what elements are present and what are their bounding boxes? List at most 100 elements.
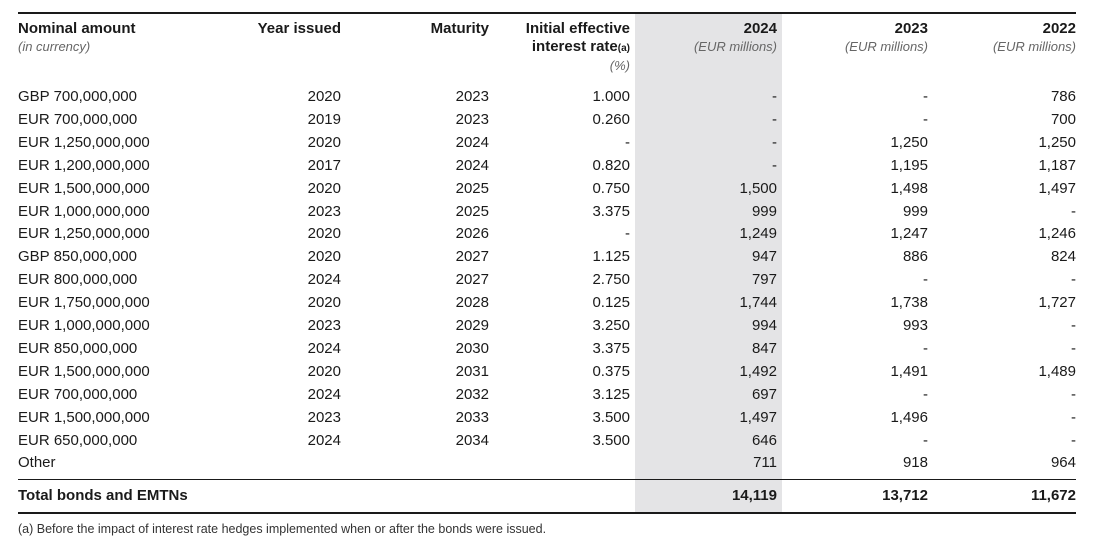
row-15-v2023: - [923, 431, 928, 449]
row-12-rate: 0.375 [592, 362, 630, 380]
row-15-v2024: 646 [751, 431, 777, 449]
row-2-nominal: EUR 1,250,000,000 [18, 133, 150, 151]
header-rate-sub: (%) [609, 58, 630, 73]
row-3-maturity: 2024 [455, 156, 489, 174]
header-2022: 2022 [1042, 20, 1076, 37]
row-1-v2024: - [772, 110, 777, 128]
header-2023-sub: (EUR millions) [844, 39, 928, 54]
row-11-year: 2024 [307, 339, 341, 357]
row-13-maturity: 2032 [455, 385, 489, 403]
total-2023: 13,712 [882, 487, 928, 504]
row-5-v2024: 999 [751, 202, 777, 220]
row-1-v2022: 700 [1050, 110, 1076, 128]
header-2022-sub: (EUR millions) [992, 39, 1076, 54]
row-0-year: 2020 [307, 88, 341, 105]
row-9-rate: 0.125 [592, 294, 630, 312]
row-9-v2023: 1,738 [890, 294, 928, 312]
row-13-v2023: - [923, 385, 928, 403]
row-16-v2024: 711 [753, 454, 777, 472]
row-2-year: 2020 [307, 133, 341, 151]
top-rule [18, 12, 1076, 14]
row-3-rate: 0.820 [592, 156, 630, 174]
row-0-v2022: 786 [1050, 88, 1076, 105]
row-12-v2024: 1,492 [739, 362, 777, 380]
row-10-v2023: 993 [902, 317, 928, 334]
row-9-nominal: EUR 1,750,000,000 [18, 294, 150, 312]
header-2024: 2024 [743, 20, 777, 37]
row-15-year: 2024 [307, 431, 341, 449]
row-14-year: 2023 [307, 408, 341, 426]
row-7-v2022: 824 [1050, 248, 1076, 266]
total-top-rule [18, 479, 1076, 480]
row-0-maturity: 2023 [455, 88, 489, 105]
row-7-v2024: 947 [751, 248, 777, 266]
row-0-v2023: - [923, 88, 928, 105]
total-2024: 14,119 [731, 487, 777, 504]
row-16-v2022: 964 [1050, 454, 1076, 472]
row-6-v2022: 1,246 [1038, 225, 1076, 243]
row-4-v2023: 1,498 [890, 179, 928, 197]
row-12-nominal: EUR 1,500,000,000 [18, 362, 150, 380]
row-7-year: 2020 [307, 248, 341, 266]
row-3-v2023: 1,195 [890, 156, 928, 174]
row-8-v2024: 797 [751, 271, 777, 289]
row-9-maturity: 2028 [455, 294, 489, 312]
row-7-nominal: GBP 850,000,000 [18, 248, 137, 266]
row-8-v2022: - [1071, 271, 1076, 289]
total-label: Total bonds and EMTNs [18, 487, 188, 504]
row-14-nominal: EUR 1,500,000,000 [18, 408, 150, 426]
row-5-nominal: EUR 1,000,000,000 [18, 202, 150, 220]
header-year-issued: Year issued [257, 20, 341, 37]
row-10-v2024: 994 [751, 317, 777, 334]
row-4-v2024: 1,500 [739, 179, 777, 197]
row-11-v2022: - [1071, 339, 1076, 357]
row-7-v2023: 886 [902, 248, 928, 266]
row-9-v2024: 1,744 [739, 294, 777, 312]
row-10-rate: 3.250 [592, 317, 630, 334]
total-2022: 11,672 [1030, 487, 1076, 504]
header-rate-label: interest rate [531, 38, 618, 55]
row-2-maturity: 2024 [455, 133, 489, 151]
row-10-maturity: 2029 [455, 317, 489, 334]
footnote: (a) Before the impact of interest rate h… [18, 522, 547, 536]
row-13-year: 2024 [307, 385, 341, 403]
row-5-v2022: - [1071, 202, 1076, 220]
row-0-v2024: - [772, 88, 777, 105]
row-12-v2022: 1,489 [1038, 362, 1076, 380]
row-2-rate: - [625, 133, 630, 151]
row-13-nominal: EUR 700,000,000 [18, 385, 138, 403]
row-2-v2023: 1,250 [890, 133, 928, 151]
row-4-maturity: 2025 [455, 179, 489, 197]
row-1-nominal: EUR 700,000,000 [18, 110, 138, 128]
row-15-rate: 3.500 [592, 431, 630, 449]
header-rate-line1: Initial effective [525, 20, 630, 37]
row-0-rate: 1.000 [592, 88, 630, 105]
row-8-rate: 2.750 [592, 271, 630, 289]
row-8-v2023: - [923, 271, 928, 289]
row-8-nominal: EUR 800,000,000 [18, 271, 138, 289]
row-1-maturity: 2023 [455, 110, 489, 128]
row-14-v2024: 1,497 [739, 408, 777, 426]
row-3-nominal: EUR 1,200,000,000 [18, 156, 150, 174]
header-rate-line2: interest rate(a) [480, 38, 630, 58]
row-8-year: 2024 [307, 271, 341, 289]
row-6-maturity: 2026 [455, 225, 489, 243]
highlight-column-2024 [635, 12, 782, 512]
row-15-maturity: 2034 [455, 431, 489, 449]
header-rate-note: (a) [617, 43, 630, 54]
row-11-nominal: EUR 850,000,000 [18, 339, 138, 357]
row-7-rate: 1.125 [592, 248, 630, 266]
row-10-v2022: - [1071, 317, 1076, 334]
row-4-rate: 0.750 [592, 179, 630, 197]
row-6-year: 2020 [307, 225, 341, 243]
row-10-year: 2023 [307, 317, 341, 334]
row-14-rate: 3.500 [592, 408, 630, 426]
row-0-nominal: GBP 700,000,000 [18, 88, 137, 105]
bottom-rule [18, 512, 1076, 514]
row-5-v2023: 999 [902, 202, 928, 220]
row-8-maturity: 2027 [455, 271, 489, 289]
row-4-v2022: 1,497 [1038, 179, 1076, 197]
row-12-year: 2020 [307, 362, 341, 380]
header-maturity: Maturity [430, 20, 489, 37]
row-3-year: 2017 [307, 156, 341, 174]
